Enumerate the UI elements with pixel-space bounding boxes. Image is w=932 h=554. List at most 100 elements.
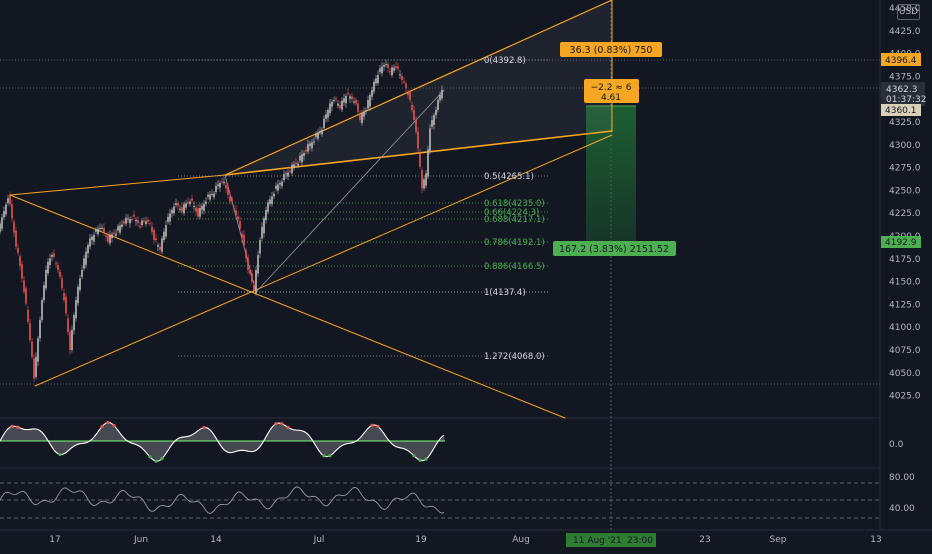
candle-body	[165, 225, 167, 237]
candle-body	[271, 196, 273, 205]
candle-body	[19, 256, 21, 266]
candle-body	[191, 198, 193, 201]
candle-body	[347, 92, 349, 94]
candle-body	[49, 258, 51, 265]
candle-body	[143, 220, 145, 222]
measure-label-lower[interactable]: 167.2 (3.83%) 2151.52	[553, 241, 676, 256]
candle-body	[27, 309, 29, 322]
candle-body	[285, 173, 287, 175]
candle-body	[243, 234, 245, 246]
candle-body	[301, 154, 303, 163]
time-tick: 17	[49, 535, 60, 545]
ascending-line[interactable]	[34, 134, 613, 387]
channel-upper-line[interactable]	[224, 0, 613, 176]
oscillator-axis-tick: 0.0	[889, 440, 904, 450]
oscillator-dot	[154, 459, 158, 463]
oscillator-dot	[112, 423, 116, 428]
measure-box-green[interactable]	[586, 106, 636, 243]
candle-body	[51, 255, 53, 257]
candle-body	[431, 120, 433, 127]
measure-label-lower-text: 167.2 (3.83%) 2151.52	[559, 244, 669, 255]
oscillator-dot	[58, 452, 62, 457]
candle-body	[407, 93, 409, 95]
measure-label-upper[interactable]: 36.3 (0.83%) 750	[560, 42, 662, 57]
price-axis-tick: 4275.0	[889, 164, 921, 174]
price-axis-tick: 4150.0	[889, 278, 921, 288]
candle-body	[267, 202, 269, 212]
candle-body	[217, 184, 219, 186]
candle-body	[283, 174, 285, 180]
main-pane[interactable]	[0, 0, 880, 418]
fib-label: 0.5(4265.1)	[484, 172, 534, 182]
candle-body	[1, 217, 3, 229]
candle-body	[35, 356, 37, 377]
candle-body	[73, 315, 75, 331]
candle-body	[435, 110, 437, 116]
candle-body	[145, 221, 147, 225]
candle-body	[205, 201, 207, 204]
candle-body	[83, 258, 85, 269]
measure-label-mid[interactable]: −2.2 ≈ 6 4.61	[584, 79, 639, 103]
candle-body	[437, 100, 439, 110]
candle-body	[25, 288, 27, 304]
candle-body	[309, 143, 311, 146]
candle-body	[353, 101, 355, 103]
price-badge-stop-text: 4360.1	[885, 106, 917, 116]
candle-body	[385, 64, 387, 66]
candle-body	[289, 170, 291, 172]
candle-body	[93, 235, 95, 242]
candle-body	[439, 95, 441, 101]
candle-body	[187, 201, 189, 203]
descending-line[interactable]	[9, 194, 566, 419]
candle-body	[59, 271, 61, 277]
candle-body	[39, 320, 41, 339]
fib-retracement[interactable]: 0(4392.8) 0.5(4265.1) 0.618(4235.0) 0.66…	[178, 56, 548, 362]
rsi-pane[interactable]	[0, 482, 880, 519]
candle-body	[219, 183, 221, 188]
candlestick-series[interactable]	[0, 59, 443, 382]
candle-body	[53, 253, 55, 257]
candle-body	[315, 133, 317, 137]
candle-body	[201, 205, 203, 210]
oscillator-dot	[202, 425, 206, 430]
candle-body	[421, 170, 423, 189]
candle-body	[375, 78, 377, 84]
candle-body	[313, 141, 315, 143]
candle-body	[109, 234, 111, 244]
oscillator-dot	[322, 454, 326, 458]
candle-body	[179, 208, 181, 210]
candle-body	[133, 214, 135, 217]
fib-trend-line[interactable]	[255, 89, 445, 293]
candle-body	[33, 358, 35, 379]
time-axis[interactable]: 17 Jun 14 Jul 19 Aug 23 Sep 13 11 Aug '2…	[49, 533, 882, 547]
channel-lower-line[interactable]	[224, 130, 613, 176]
candle-body	[221, 181, 223, 183]
candle-body	[287, 172, 289, 177]
oscillator-pane[interactable]	[0, 420, 445, 463]
trend-line[interactable]	[9, 174, 226, 196]
candle-body	[153, 230, 155, 240]
price-axis-tick: 4325.0	[889, 118, 921, 128]
candle-body	[365, 110, 367, 111]
candle-body	[269, 199, 271, 204]
candle-body	[119, 225, 121, 233]
candle-body	[149, 223, 151, 225]
currency-label[interactable]: USD	[897, 4, 920, 20]
candle-body	[259, 240, 261, 254]
candle-body	[29, 323, 31, 340]
candle-body	[37, 338, 39, 362]
candle-body	[121, 224, 123, 227]
candle-body	[17, 248, 19, 254]
candle-body	[293, 164, 295, 168]
candle-body	[137, 219, 139, 224]
candle-body	[345, 96, 347, 104]
fib-label: 0.786(4192.1)	[484, 238, 545, 248]
oscillator-dot	[106, 420, 110, 425]
candle-body	[363, 111, 365, 117]
candle-body	[107, 235, 109, 242]
oscillator-dot	[16, 425, 20, 429]
time-tick: 19	[415, 535, 427, 545]
candle-body	[71, 330, 73, 350]
candle-body	[417, 131, 419, 149]
